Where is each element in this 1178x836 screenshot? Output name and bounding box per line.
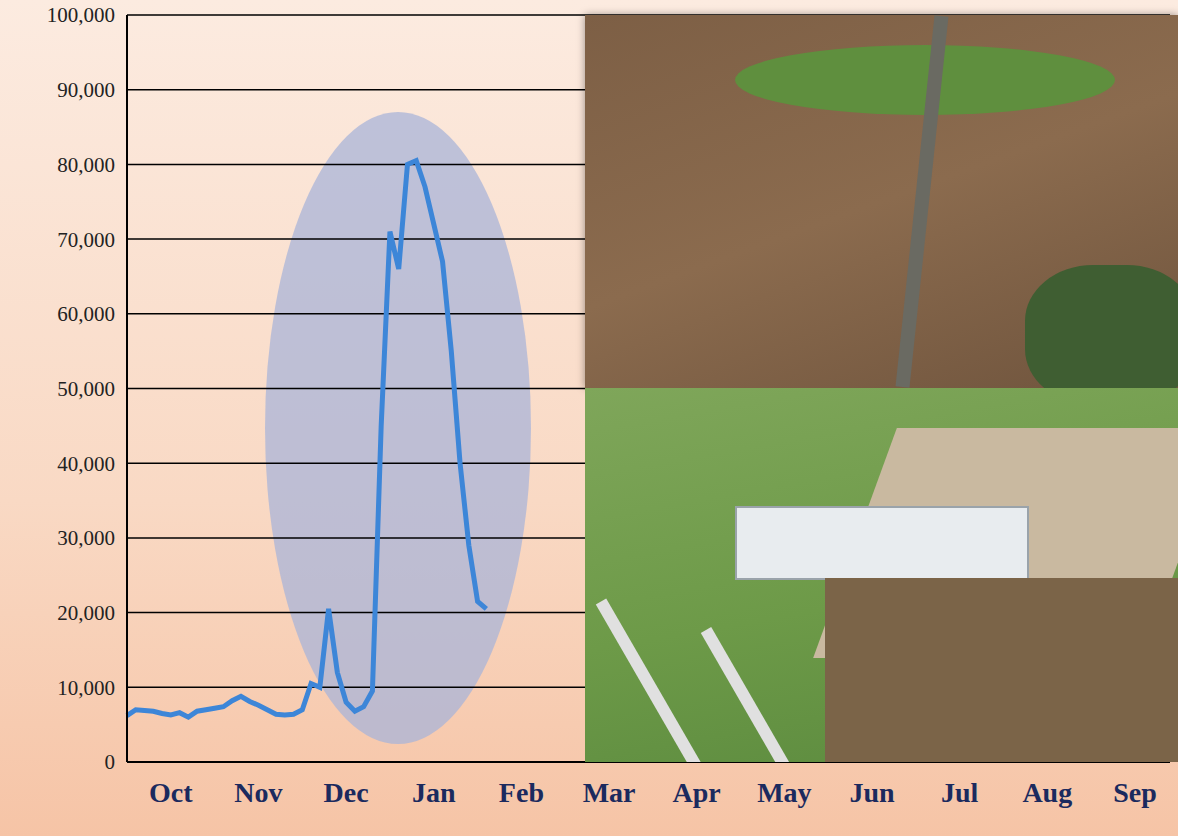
svg-text:20,000: 20,000: [57, 601, 115, 625]
svg-text:80,000: 80,000: [57, 153, 115, 177]
svg-text:100,000: 100,000: [47, 3, 115, 27]
svg-text:Jul: Jul: [941, 777, 979, 808]
svg-text:Apr: Apr: [673, 777, 721, 808]
svg-text:Jun: Jun: [849, 777, 895, 808]
svg-text:Jan: Jan: [412, 777, 456, 808]
svg-text:Nov: Nov: [234, 777, 282, 808]
svg-text:Aug: Aug: [1022, 777, 1072, 808]
svg-text:60,000: 60,000: [57, 302, 115, 326]
svg-text:May: May: [757, 777, 811, 808]
svg-text:0: 0: [105, 750, 116, 774]
svg-text:Oct: Oct: [149, 777, 193, 808]
svg-text:Dec: Dec: [324, 777, 369, 808]
svg-text:30,000: 30,000: [57, 526, 115, 550]
svg-text:Mar: Mar: [583, 777, 636, 808]
svg-text:Sep: Sep: [1113, 777, 1157, 808]
svg-text:10,000: 10,000: [57, 676, 115, 700]
svg-text:Feb: Feb: [499, 777, 544, 808]
svg-text:70,000: 70,000: [57, 228, 115, 252]
svg-text:40,000: 40,000: [57, 452, 115, 476]
svg-text:90,000: 90,000: [57, 78, 115, 102]
svg-text:50,000: 50,000: [57, 377, 115, 401]
